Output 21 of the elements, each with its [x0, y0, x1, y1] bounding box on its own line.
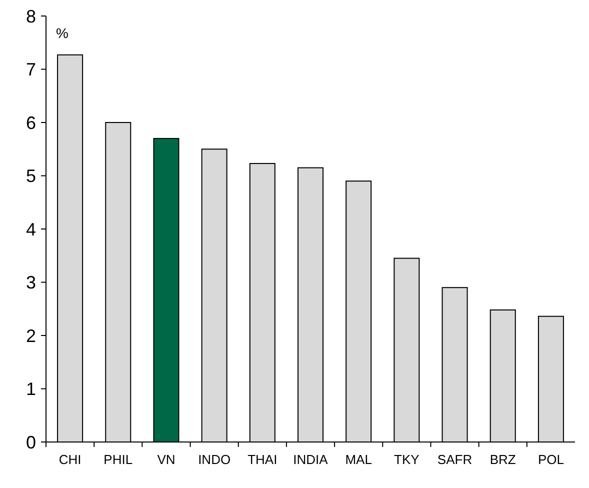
y-tick-label: 3 [26, 272, 36, 293]
y-tick-label: 6 [26, 112, 36, 133]
x-tick-label: THAI [248, 452, 278, 467]
x-tick-label: INDIA [293, 452, 328, 467]
x-tick-label: VN [157, 452, 176, 467]
y-axis-title: % [56, 25, 68, 41]
y-tick-label: 8 [26, 6, 36, 26]
x-tick-label: MAL [345, 452, 372, 467]
x-tick-label: POL [538, 452, 564, 467]
x-tick-label: BRZ [490, 452, 516, 467]
x-tick-label: SAFR [437, 452, 472, 467]
y-tick-label: 5 [26, 166, 36, 186]
y-tick-label: 7 [26, 60, 36, 80]
x-tick-label: INDO [198, 452, 231, 467]
x-tick-label: PHIL [104, 452, 133, 467]
y-tick-label: 4 [26, 219, 36, 240]
y-tick-label: 2 [26, 326, 36, 346]
y-tick-label: 0 [26, 432, 36, 452]
x-tick-label: CHI [58, 452, 82, 467]
x-tick-label: TKY [394, 452, 420, 467]
y-tick-label: 1 [26, 379, 36, 400]
